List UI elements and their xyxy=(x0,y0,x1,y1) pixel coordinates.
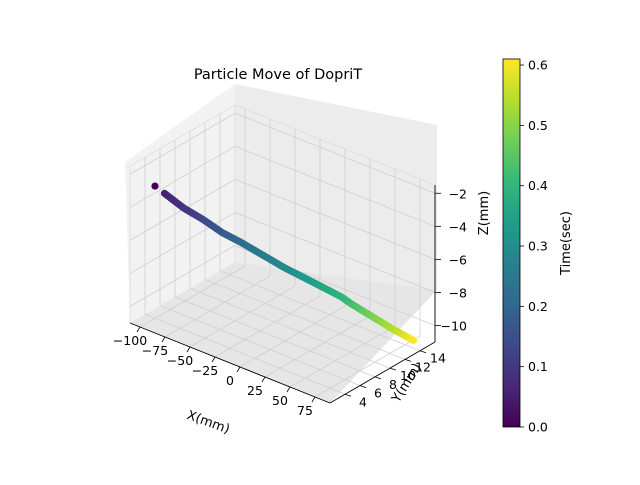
z-gridline xyxy=(129,145,236,208)
colorbar-tick-label: 0.0 xyxy=(528,420,548,435)
y-tick-label: 12 xyxy=(415,359,431,374)
y-tick-label: 14 xyxy=(430,351,446,366)
y-tick-mark xyxy=(419,350,427,354)
x-gridline xyxy=(164,275,271,338)
grid-layer xyxy=(129,104,436,398)
pane-edge xyxy=(234,104,436,186)
chart-title: Particle Move of DopriT xyxy=(194,67,362,83)
colorbar-tick-label: 0.4 xyxy=(528,178,548,193)
z-gridline xyxy=(129,112,236,175)
y-tick-label: 6 xyxy=(374,386,382,401)
y-gridline xyxy=(174,296,376,378)
floor-pane xyxy=(130,262,437,403)
y-gridline xyxy=(189,287,391,369)
colorbar-tick-label: 0.6 xyxy=(528,58,548,73)
y-tick-mark xyxy=(359,385,367,388)
x-gridline xyxy=(314,335,421,398)
x-gridline xyxy=(239,305,346,368)
x-gridline xyxy=(264,315,371,378)
z-tick-label: −6 xyxy=(449,252,467,267)
pane-edge xyxy=(129,104,236,167)
z-tick-label: −2 xyxy=(449,186,467,201)
x-gridline xyxy=(289,325,396,388)
x-gridline xyxy=(189,285,296,348)
x-tick-label: −100 xyxy=(113,333,147,348)
x-tick-mark xyxy=(311,396,316,403)
x-gridline xyxy=(214,295,321,358)
x-tick-label: 0 xyxy=(226,373,234,388)
y-axis-line xyxy=(329,341,436,404)
x-tick-mark xyxy=(161,336,166,343)
y-gridline xyxy=(159,305,361,386)
x-axis-label: X(mm) xyxy=(185,408,232,437)
x-tick-mark xyxy=(286,386,291,393)
x-tick-mark xyxy=(136,326,141,333)
x-tick-label: −50 xyxy=(167,353,193,368)
x-tick-label: 50 xyxy=(272,393,288,408)
x-tick-label: −75 xyxy=(142,343,168,358)
colorbar-tick-label: 0.5 xyxy=(528,118,548,133)
y-tick-mark xyxy=(374,376,382,380)
y-tick-mark xyxy=(404,359,412,362)
z-axis-label: Z(mm) xyxy=(477,191,492,235)
z-tick-label: −8 xyxy=(449,285,467,300)
y-tick-mark xyxy=(344,393,352,397)
x-tick-label: 25 xyxy=(247,383,263,398)
z-gridline xyxy=(234,212,436,293)
x-tick-mark xyxy=(211,356,216,363)
z-tick-label: −4 xyxy=(449,219,467,234)
x-tick-mark xyxy=(186,346,191,353)
colorbar xyxy=(502,58,521,428)
trajectory-point xyxy=(151,182,159,190)
y-tick-label: 4 xyxy=(359,394,367,409)
z-gridline xyxy=(129,245,236,307)
colorbar-ticks: 0.0 0.1 0.2 0.3 0.4 0.5 0.6 xyxy=(520,58,548,435)
x-tick-label: 75 xyxy=(297,403,313,418)
y-tick-mark xyxy=(389,367,397,371)
axis-layer xyxy=(129,185,441,404)
colorbar-tick-label: 0.3 xyxy=(528,239,548,254)
z-tick-label: −10 xyxy=(441,318,467,333)
x-axis-line xyxy=(129,322,331,404)
z-gridline xyxy=(234,178,436,260)
colorbar-tick-label: 0.2 xyxy=(528,299,548,314)
z-gridline xyxy=(129,212,236,274)
x-tick-label: −25 xyxy=(192,363,218,378)
colorbar-tick-label: 0.1 xyxy=(528,359,548,374)
data-points xyxy=(151,182,418,344)
z-gridline xyxy=(234,112,436,194)
y-gridline xyxy=(219,270,421,352)
trajectory-point xyxy=(409,336,418,344)
y-tick-label: 8 xyxy=(389,377,397,392)
x-tick-mark xyxy=(236,366,241,373)
x-gridline xyxy=(139,265,246,328)
y-gridline xyxy=(144,313,346,395)
y-tick-label: 10 xyxy=(400,368,416,383)
colorbar-label: Time(sec) xyxy=(559,211,574,276)
y-gridline xyxy=(204,279,406,360)
x-tick-mark xyxy=(261,376,266,383)
z-gridline xyxy=(234,145,436,227)
